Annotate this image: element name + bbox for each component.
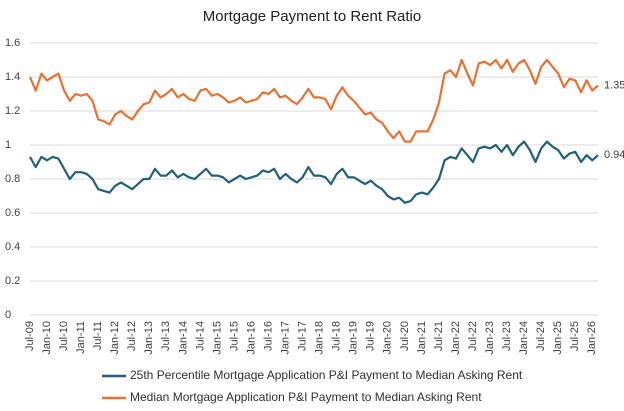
x-tick-label: Jul-09 — [24, 321, 36, 351]
x-tick-label: Jul-10 — [58, 321, 70, 351]
y-tick-label: 1.4 — [5, 71, 20, 83]
x-tick-label: Jan-20 — [382, 321, 394, 355]
x-tick-label: Jan-26 — [586, 321, 598, 355]
x-tick-label: Jan-10 — [41, 321, 53, 355]
x-tick-label: Jul-24 — [535, 321, 547, 351]
series-line — [29, 140, 599, 204]
x-tick-label: Jul-20 — [399, 321, 411, 351]
y-tick-label: 0 — [5, 309, 11, 321]
x-tick-label: Jul-22 — [467, 321, 479, 351]
x-tick-label: Jul-11 — [92, 321, 104, 350]
x-tick-label: Jul-12 — [126, 321, 138, 351]
x-tick-label: Jan-15 — [211, 321, 223, 355]
x-tick-label: Jul-16 — [262, 321, 274, 351]
end-value-label: 0.94 — [604, 149, 624, 161]
x-tick-label: Jan-19 — [348, 321, 360, 355]
x-tick-label: Jan-24 — [518, 321, 530, 355]
end-value-label: 1.35 — [604, 79, 624, 91]
y-tick-label: 0.8 — [5, 173, 20, 185]
x-tick-label: Jan-11 — [75, 321, 87, 354]
x-tick-label: Jan-16 — [245, 321, 257, 355]
x-tick-label: Jan-18 — [314, 321, 326, 355]
y-tick-label: 0.4 — [5, 241, 20, 253]
x-tick-label: Jul-21 — [433, 321, 445, 351]
series-line — [28, 58, 599, 143]
x-tick-label: Jan-21 — [416, 321, 428, 355]
y-tick-label: 0.6 — [5, 207, 20, 219]
x-tick-label: Jan-12 — [109, 321, 121, 355]
legend-label: 25th Percentile Mortgage Application P&I… — [130, 368, 523, 382]
chart-title: Mortgage Payment to Rent Ratio — [203, 8, 421, 25]
legend-label: Median Mortgage Application P&I Payment … — [130, 390, 482, 404]
x-tick-label: Jul-25 — [569, 321, 581, 351]
x-tick-label: Jul-18 — [331, 321, 343, 351]
x-tick-label: Jul-23 — [501, 321, 513, 351]
x-tick-label: Jul-15 — [228, 321, 240, 351]
y-tick-label: 1.6 — [5, 37, 20, 49]
x-tick-label: Jan-22 — [450, 321, 462, 355]
x-tick-label: Jul-14 — [194, 321, 206, 351]
x-tick-label: Jan-13 — [143, 321, 155, 355]
y-tick-label: 0.2 — [5, 275, 20, 287]
x-tick-label: Jan-17 — [280, 321, 292, 355]
y-tick-label: 1.2 — [5, 105, 20, 117]
x-tick-label: Jul-17 — [297, 321, 309, 351]
y-tick-label: 1 — [5, 139, 11, 151]
x-tick-label: Jul-19 — [365, 321, 377, 351]
x-tick-label: Jan-25 — [552, 321, 564, 355]
x-tick-label: Jul-13 — [160, 321, 172, 351]
x-tick-label: Jan-23 — [484, 321, 496, 355]
x-tick-label: Jan-14 — [177, 321, 189, 355]
